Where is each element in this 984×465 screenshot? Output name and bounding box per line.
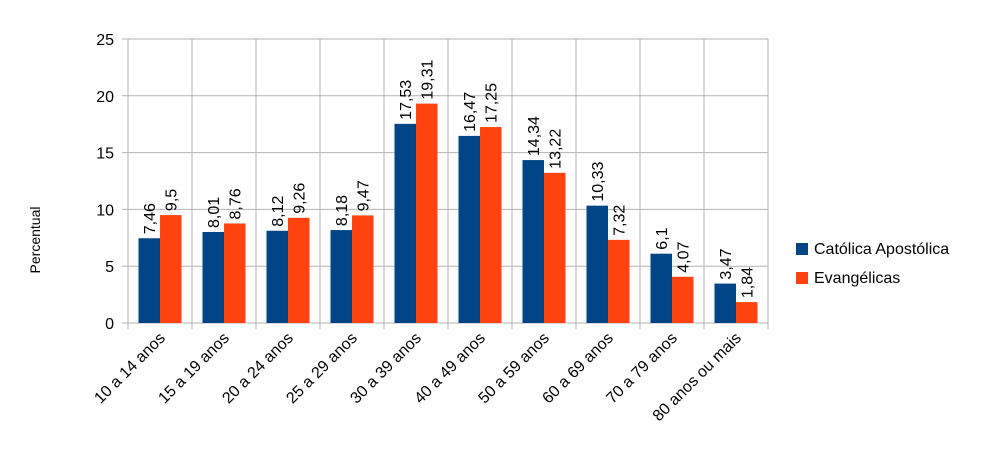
data-label: 3,47 xyxy=(718,248,735,279)
data-label: 14,34 xyxy=(526,116,543,156)
legend-swatch xyxy=(796,272,808,284)
bar xyxy=(650,253,672,323)
bar xyxy=(672,276,694,323)
data-label: 8,12 xyxy=(270,196,287,227)
data-labels: 7,46 9,5 8,01 8,76 8,12 9,26 8,18 9,47 17,53 19,3… xyxy=(142,59,757,298)
bar xyxy=(544,172,566,323)
data-label: 10,33 xyxy=(590,162,607,202)
y-tick-label: 15 xyxy=(96,146,114,163)
bars xyxy=(138,103,758,324)
data-label: 8,01 xyxy=(206,197,223,228)
bar xyxy=(160,215,182,323)
bar xyxy=(266,230,288,323)
data-label: 17,25 xyxy=(484,83,501,123)
bar xyxy=(224,223,246,323)
bar xyxy=(480,127,502,323)
data-label: 13,22 xyxy=(548,129,565,169)
legend-swatch xyxy=(796,243,808,255)
bar xyxy=(736,302,758,323)
bar xyxy=(202,232,224,323)
bar xyxy=(288,217,310,323)
legend: Católica Apostólica Evangélicas xyxy=(796,241,949,287)
data-label: 16,47 xyxy=(462,92,479,132)
data-label: 17,53 xyxy=(398,80,415,120)
y-tick-label: 5 xyxy=(105,259,114,276)
data-label: 8,18 xyxy=(334,195,351,226)
bar xyxy=(458,135,480,323)
gridlines xyxy=(122,38,769,329)
bar xyxy=(608,239,630,323)
data-label: 8,76 xyxy=(228,188,245,219)
y-axis-label: Percentual xyxy=(27,207,43,274)
bar xyxy=(138,238,160,323)
legend-label: Evangélicas xyxy=(814,270,900,287)
bar xyxy=(586,205,608,323)
data-label: 9,47 xyxy=(356,180,373,211)
legend-label: Católica Apostólica xyxy=(814,241,949,258)
bar xyxy=(416,103,438,323)
data-label: 9,5 xyxy=(164,189,181,211)
y-tick-label: 0 xyxy=(105,316,114,333)
data-label: 1,84 xyxy=(740,267,757,298)
data-label: 4,07 xyxy=(676,242,693,273)
y-tick-label: 20 xyxy=(96,89,114,106)
bar xyxy=(522,160,544,323)
data-label: 7,32 xyxy=(612,205,629,236)
y-tick-label: 10 xyxy=(96,202,114,219)
data-label: 7,46 xyxy=(142,203,159,234)
data-label: 6,1 xyxy=(654,227,671,249)
bar xyxy=(394,123,416,324)
y-tick-label: 25 xyxy=(96,32,114,49)
data-label: 19,31 xyxy=(420,59,437,99)
bar xyxy=(714,283,736,323)
bar xyxy=(352,215,374,323)
bar xyxy=(330,230,352,323)
data-label: 9,26 xyxy=(292,183,309,214)
